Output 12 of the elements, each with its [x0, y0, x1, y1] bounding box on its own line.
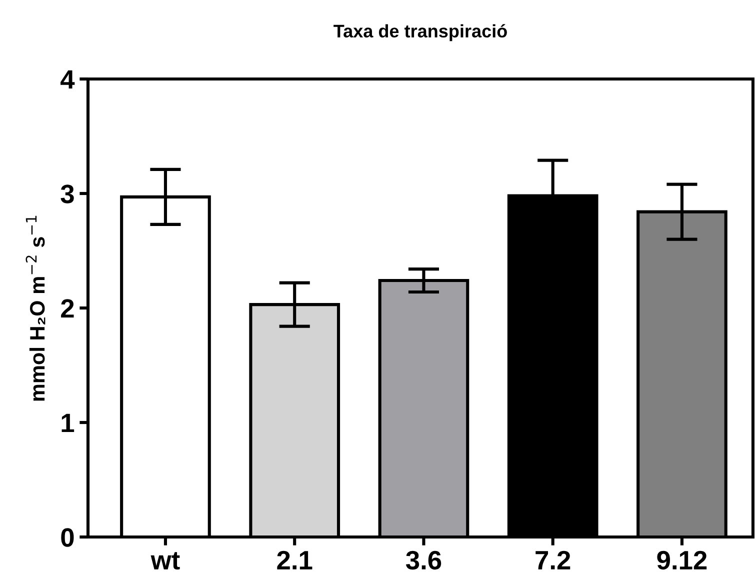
y-tick-label: 4 [60, 70, 75, 89]
x-tick-label: 2.1 [277, 550, 312, 570]
x-tick-label: 7.2 [536, 550, 570, 570]
y-tick-label: 0 [61, 528, 74, 547]
chart-title: Taxa de transpiració [334, 24, 507, 42]
x-tick-label: wt [150, 552, 180, 570]
y-axis-title: mmol H₂O m$^{−2}$ s$^{−1}$ [26, 216, 46, 401]
y-tick-label: 1 [62, 414, 74, 432]
y-tick-label: 2 [61, 299, 74, 318]
x-tick-label: 3.6 [406, 550, 442, 570]
y-tick-label: 3 [60, 184, 74, 204]
x-tick-label: 9.12 [657, 550, 707, 570]
